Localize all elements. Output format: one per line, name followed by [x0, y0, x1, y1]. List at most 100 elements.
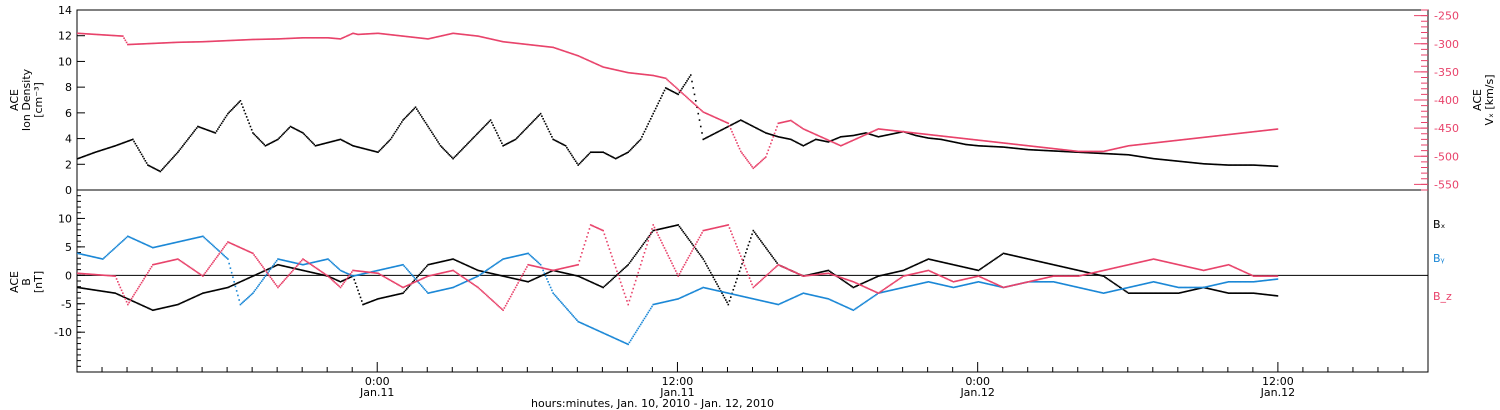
ion-density-point: [338, 138, 341, 141]
ion-density-point: [719, 129, 722, 132]
bx-point: [622, 268, 625, 271]
bx-point: [302, 269, 304, 272]
ion-density-point: [333, 140, 336, 142]
bx-point: [379, 297, 382, 300]
ion-density-point: [1139, 155, 1141, 158]
vx-point: [636, 72, 638, 75]
vx-point: [526, 43, 528, 46]
bx-point: [492, 273, 494, 275]
by-point: [193, 237, 195, 240]
bx-point: [1022, 257, 1025, 259]
ion-density-point: [742, 120, 745, 123]
bz-point: [320, 271, 323, 273]
ion-density-point: [798, 143, 801, 145]
vx-point: [99, 33, 102, 36]
vx-point: [576, 54, 578, 57]
vx-point: [1038, 146, 1041, 148]
ion-density-point: [1234, 164, 1236, 166]
by-point: [335, 266, 338, 268]
by-point: [887, 290, 890, 292]
by-point: [586, 324, 588, 327]
ion-density-point: [234, 105, 237, 107]
by-point: [656, 302, 658, 305]
by-point: [144, 243, 147, 246]
by-point: [1194, 286, 1196, 289]
by-point: [1165, 283, 1167, 286]
ion-density-point: [574, 160, 577, 163]
by-point: [320, 259, 323, 262]
bx-point: [292, 267, 294, 269]
ion-density-point: [729, 124, 732, 127]
bz-point: [335, 283, 338, 285]
by-point: [634, 331, 637, 334]
vx-point: [272, 38, 274, 40]
ion-density-point: [479, 129, 482, 132]
ion-density-point: [659, 97, 662, 100]
bx-point: [532, 278, 534, 281]
bx-point: [170, 305, 173, 307]
vx-point: [153, 42, 155, 45]
vx-point: [1101, 150, 1104, 153]
bx-point: [265, 269, 268, 271]
by-point: [1135, 284, 1137, 287]
ion-density-point: [103, 148, 105, 151]
by-point: [275, 259, 278, 262]
bx-point: [222, 287, 224, 290]
ion-density-point: [1101, 152, 1104, 155]
bx-point: [1116, 284, 1119, 287]
by-point: [407, 269, 409, 272]
bz-point: [853, 281, 856, 284]
bx-point: [516, 278, 518, 281]
ion-density-point: [432, 133, 434, 136]
bz-point: [1256, 275, 1259, 277]
bz-point: [816, 273, 818, 276]
vx-point: [621, 70, 623, 73]
by-point: [1261, 280, 1264, 282]
vx-point: [137, 43, 139, 45]
ion-density-point: [1078, 151, 1081, 154]
bz-point: [766, 274, 768, 276]
by-point: [337, 267, 339, 269]
bx-point: [554, 270, 557, 272]
by-point: [408, 271, 411, 273]
ion-density-point: [1206, 163, 1209, 165]
ion-density-point: [861, 132, 863, 135]
vx-point: [295, 37, 298, 39]
bx-point: [107, 291, 109, 293]
ion-density-point: [716, 131, 718, 134]
vx-point: [1184, 138, 1186, 141]
by-point: [1097, 291, 1100, 293]
bz-point: [820, 273, 822, 275]
bz-point: [1210, 267, 1212, 270]
bz-point: [1174, 263, 1176, 265]
vx-point: [842, 143, 845, 146]
bx-point: [195, 295, 198, 297]
ion-density-point: [1269, 165, 1271, 167]
vx-point: [1082, 150, 1085, 153]
by-point: [177, 241, 179, 243]
vx-point: [472, 34, 474, 37]
vx-point: [1192, 137, 1195, 140]
bz-point: [863, 286, 866, 288]
vx-point: [801, 127, 803, 129]
bz-point: [1111, 267, 1114, 270]
bz-point: [722, 225, 725, 227]
bz-point: [260, 264, 263, 267]
by-point: [200, 235, 203, 238]
by-point: [290, 261, 293, 263]
by-point: [373, 270, 376, 273]
by-point: [651, 305, 653, 308]
ion-density-point: [533, 119, 536, 121]
bz-point: [977, 275, 980, 277]
bx-point: [417, 275, 419, 277]
bz-point: [607, 244, 609, 247]
bz-point: [647, 240, 650, 242]
by-point: [1053, 281, 1056, 283]
ion-density-point: [140, 153, 143, 156]
ion-density-point: [362, 147, 364, 150]
ion-density-point: [498, 137, 501, 139]
by-point: [842, 304, 845, 307]
bz-point: [659, 239, 662, 242]
by-point: [160, 244, 163, 247]
by-point: [1100, 291, 1102, 294]
